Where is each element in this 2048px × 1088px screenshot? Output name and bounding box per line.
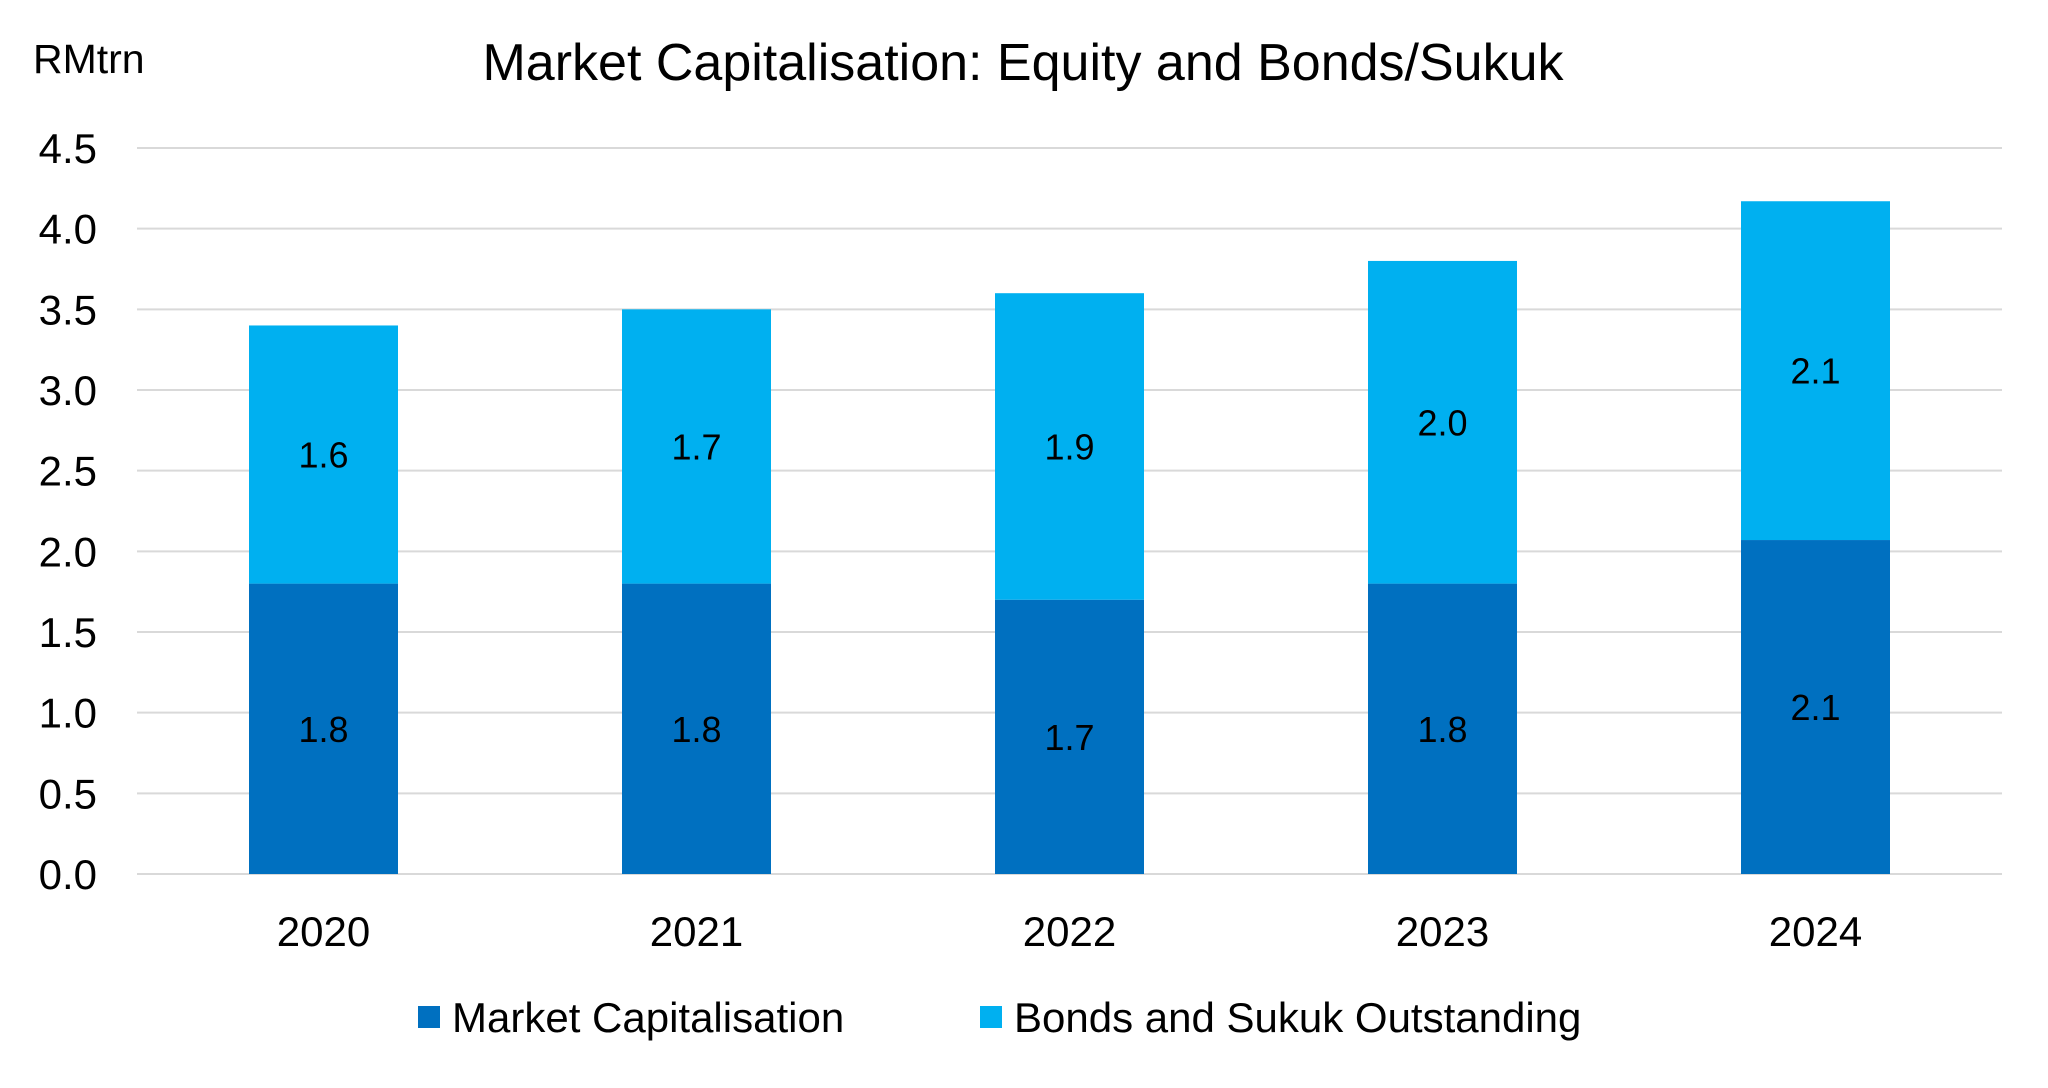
bar-bonds-and-sukuk-outstanding-2024 — [1741, 201, 1890, 541]
y-tick-label: 1.5 — [39, 609, 97, 656]
legend-label: Bonds and Sukuk Outstanding — [1014, 994, 1581, 1041]
data-label: 1.9 — [1044, 426, 1094, 467]
bar-bonds-and-sukuk-outstanding-2021 — [622, 309, 771, 584]
bar-market-capitalisation-2021 — [622, 583, 771, 874]
legend-swatch — [980, 1006, 1002, 1028]
y-tick-label: 3.5 — [39, 286, 97, 333]
y-axis-unit-label: RMtrn — [33, 36, 145, 82]
x-tick-label: 2024 — [1769, 908, 1862, 955]
x-tick-label: 2022 — [1023, 908, 1116, 955]
data-label: 2.1 — [1790, 351, 1840, 392]
data-label: 1.8 — [298, 709, 348, 750]
bar-bonds-and-sukuk-outstanding-2022 — [995, 293, 1144, 600]
x-tick-label: 2020 — [277, 908, 370, 955]
bar-market-capitalisation-2023 — [1368, 583, 1517, 874]
data-label: 1.8 — [1417, 709, 1467, 750]
y-tick-label: 3.0 — [39, 367, 97, 414]
bar-market-capitalisation-2024 — [1741, 540, 1890, 874]
data-label: 2.1 — [1790, 687, 1840, 728]
y-tick-label: 4.5 — [39, 125, 97, 172]
legend-swatch — [418, 1006, 440, 1028]
x-tick-label: 2023 — [1396, 908, 1489, 955]
y-tick-label: 1.0 — [39, 690, 97, 737]
y-tick-label: 0.0 — [39, 851, 97, 898]
chart-title: Market Capitalisation: Equity and Bonds/… — [482, 34, 1564, 92]
y-tick-label: 2.5 — [39, 448, 97, 495]
data-label: 1.6 — [298, 435, 348, 476]
data-label: 1.8 — [671, 709, 721, 750]
bar-market-capitalisation-2020 — [249, 583, 398, 874]
data-label: 2.0 — [1417, 402, 1467, 443]
y-tick-label: 0.5 — [39, 770, 97, 817]
bar-market-capitalisation-2022 — [995, 599, 1144, 874]
legend-label: Market Capitalisation — [452, 994, 844, 1041]
data-label: 1.7 — [1044, 717, 1094, 758]
data-label: 1.7 — [671, 426, 721, 467]
bar-bonds-and-sukuk-outstanding-2020 — [249, 325, 398, 584]
x-tick-label: 2021 — [650, 908, 743, 955]
bar-bonds-and-sukuk-outstanding-2023 — [1368, 260, 1517, 584]
y-tick-label: 4.0 — [39, 206, 97, 253]
y-tick-label: 2.0 — [39, 528, 97, 575]
